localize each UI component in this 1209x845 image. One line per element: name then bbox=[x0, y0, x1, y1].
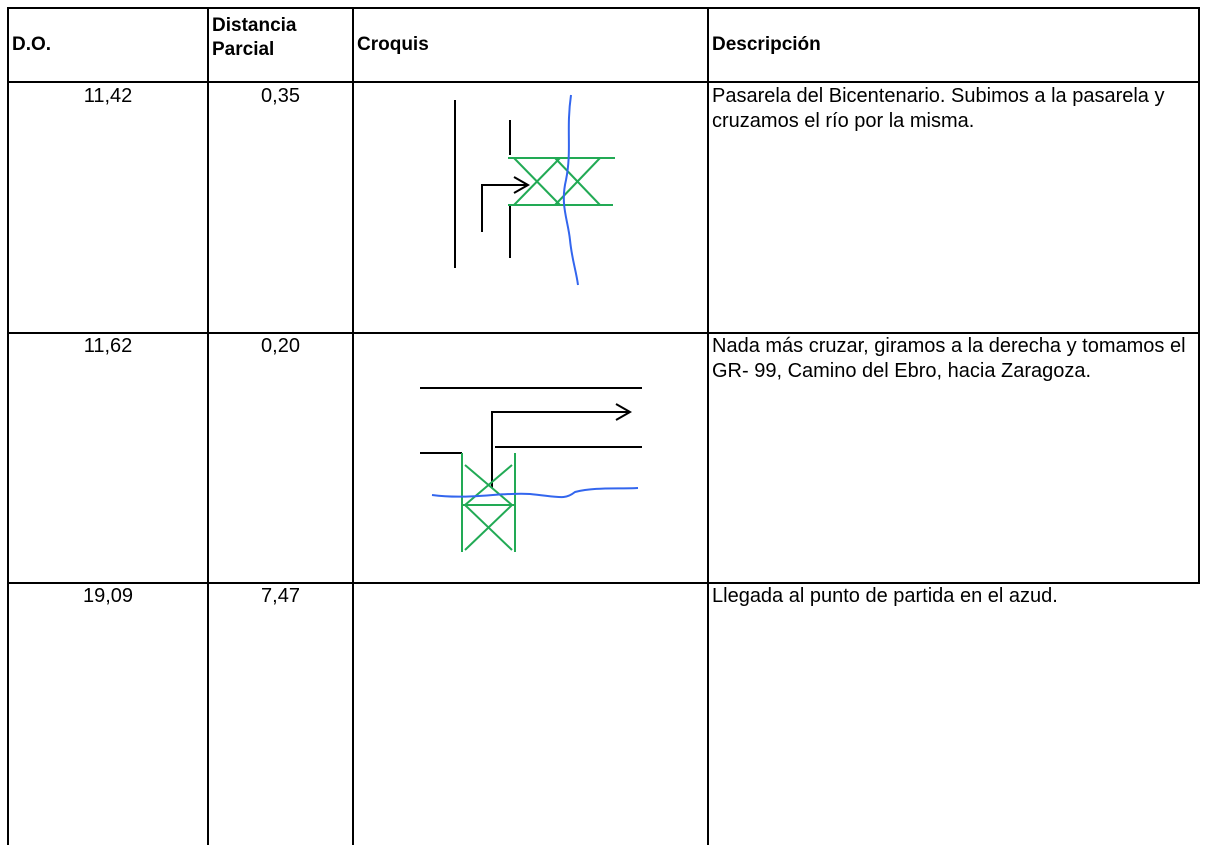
sketch-2 bbox=[420, 387, 642, 552]
distance-origin: 11,62 bbox=[83, 335, 133, 357]
border bbox=[7, 7, 9, 845]
sketch-1 bbox=[454, 94, 615, 286]
border bbox=[352, 7, 354, 845]
border bbox=[8, 81, 1200, 83]
header-cell: Descripción bbox=[712, 34, 821, 55]
border bbox=[8, 582, 1200, 584]
border bbox=[707, 7, 709, 845]
description: Llegada al punto de partida en el azud. bbox=[712, 585, 1058, 607]
header-cell: Distancia Parcial bbox=[212, 15, 297, 60]
partial-distance: 0,20 bbox=[261, 335, 300, 357]
border bbox=[207, 7, 209, 845]
header-cell: Croquis bbox=[357, 34, 429, 55]
partial-distance: 7,47 bbox=[261, 585, 300, 607]
distance-origin: 19,09 bbox=[82, 585, 134, 607]
distance-origin: 11,42 bbox=[83, 85, 133, 107]
partial-distance: 0,35 bbox=[261, 85, 300, 107]
border bbox=[1198, 7, 1200, 584]
border bbox=[8, 7, 1200, 9]
header-cell: D.O. bbox=[12, 34, 52, 55]
description: Nada más cruzar, giramos a la derecha y … bbox=[712, 335, 1186, 382]
border bbox=[8, 332, 1200, 334]
description: Pasarela del Bicentenario. Subimos a la … bbox=[712, 85, 1165, 132]
